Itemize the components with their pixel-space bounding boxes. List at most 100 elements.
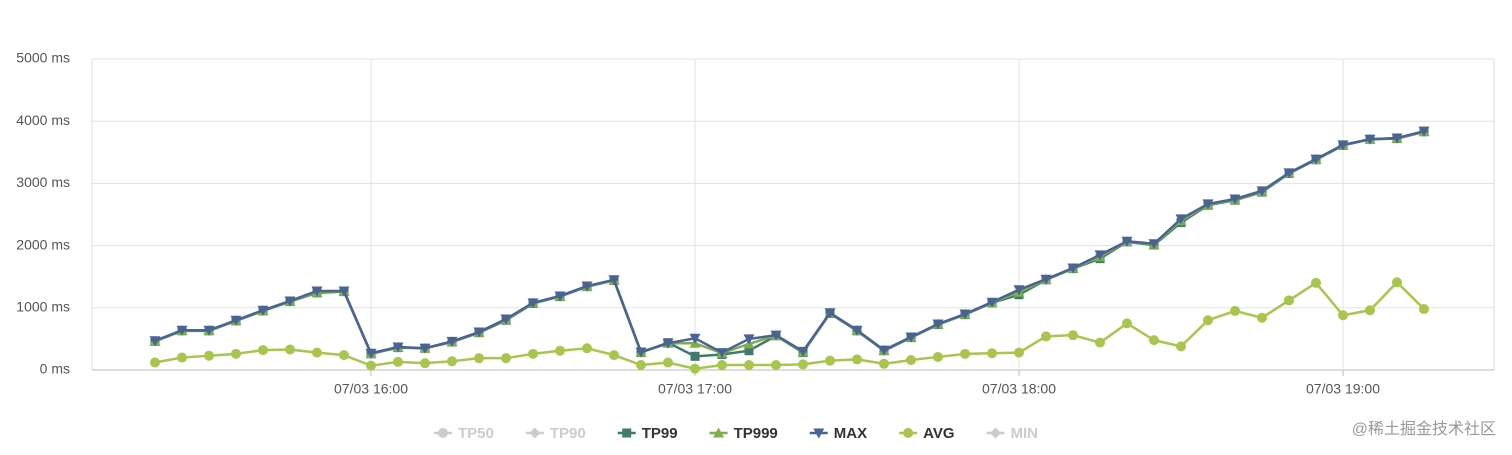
data-point xyxy=(501,353,511,364)
data-point xyxy=(825,355,835,366)
data-point xyxy=(770,330,782,341)
data-point xyxy=(1094,250,1106,261)
data-point xyxy=(284,296,296,307)
data-point xyxy=(905,332,917,343)
data-point xyxy=(149,336,161,347)
legend-marker xyxy=(713,427,725,438)
legend-item: TP999 xyxy=(709,425,778,442)
data-point xyxy=(554,291,566,302)
data-point xyxy=(1365,305,1375,316)
data-point xyxy=(1148,239,1160,250)
series-line xyxy=(154,129,1425,355)
data-point xyxy=(339,350,349,361)
data-point xyxy=(366,360,376,371)
data-point xyxy=(230,315,242,326)
data-point xyxy=(204,350,214,361)
data-point xyxy=(1202,199,1214,210)
data-point xyxy=(392,342,404,353)
data-point xyxy=(150,357,160,368)
legend-item: MIN xyxy=(986,425,1038,442)
data-point xyxy=(1311,277,1321,288)
data-point xyxy=(798,359,808,370)
y-tick-label: 0 ms xyxy=(40,361,70,377)
data-point xyxy=(365,348,377,359)
data-point xyxy=(851,325,863,336)
data-point xyxy=(662,338,674,349)
legend-label: TP50 xyxy=(458,425,494,442)
data-point xyxy=(608,275,620,286)
data-point xyxy=(690,351,700,361)
data-point xyxy=(1310,154,1322,165)
legend: TP50 TP90 TP99 TP999 MAX AVG MIN xyxy=(433,425,1038,442)
legend-item: TP90 xyxy=(525,425,586,442)
data-point xyxy=(446,336,458,347)
data-point xyxy=(960,348,970,359)
data-point xyxy=(1419,304,1429,315)
data-point xyxy=(528,348,538,359)
data-point xyxy=(176,325,188,336)
data-point xyxy=(447,356,457,367)
x-tick-label: 07/03 16:00 xyxy=(334,381,408,397)
y-tick-label: 3000 ms xyxy=(16,174,70,190)
data-point xyxy=(581,281,593,292)
data-point xyxy=(1149,335,1159,346)
legend-item: MAX xyxy=(809,425,867,442)
data-point xyxy=(1284,295,1294,306)
data-point xyxy=(906,355,916,366)
data-point xyxy=(1283,168,1295,179)
x-tick-label: 07/03 17:00 xyxy=(658,381,732,397)
x-tick-label: 07/03 19:00 xyxy=(1306,381,1380,397)
data-point xyxy=(743,334,755,345)
data-point xyxy=(1257,312,1267,323)
data-point xyxy=(663,357,673,368)
data-point xyxy=(527,298,539,309)
legend-marker xyxy=(622,428,632,438)
data-point xyxy=(338,286,350,297)
legend-label: TP99 xyxy=(642,425,678,442)
legend-item: AVG xyxy=(899,425,955,442)
y-tick-label: 4000 ms xyxy=(16,112,70,128)
legend-item: TP50 xyxy=(433,425,494,442)
data-point xyxy=(203,325,215,336)
data-point xyxy=(609,350,619,361)
data-point xyxy=(987,348,997,359)
data-point xyxy=(771,360,781,371)
data-point xyxy=(744,346,754,356)
data-point xyxy=(231,348,241,359)
data-point xyxy=(1229,194,1241,205)
watermark: @稀土掘金技术社区 xyxy=(1352,420,1496,438)
legend-marker xyxy=(903,428,914,438)
legend-label: AVG xyxy=(923,425,954,442)
data-point xyxy=(419,343,431,354)
data-point xyxy=(1121,236,1133,247)
y-tick-label: 2000 ms xyxy=(16,236,70,252)
data-point xyxy=(1122,318,1132,329)
data-point xyxy=(1364,134,1376,145)
data-point xyxy=(555,345,565,356)
data-point xyxy=(959,309,971,320)
data-point xyxy=(878,345,890,356)
data-point xyxy=(1095,337,1105,348)
data-point xyxy=(986,297,998,308)
legend-label: MAX xyxy=(834,425,867,442)
data-point xyxy=(1338,310,1348,321)
legend-marker xyxy=(529,427,541,439)
legend-label: TP999 xyxy=(734,425,778,442)
legend-marker xyxy=(437,428,448,438)
data-point xyxy=(582,343,592,354)
data-point xyxy=(1203,315,1213,326)
data-point xyxy=(690,363,700,374)
legend-marker xyxy=(990,427,1002,439)
data-point xyxy=(1175,214,1187,225)
data-point xyxy=(177,352,187,363)
data-point xyxy=(1337,140,1349,151)
data-point xyxy=(420,358,430,369)
data-point xyxy=(500,314,512,325)
data-point xyxy=(1040,274,1052,285)
data-point xyxy=(933,351,943,362)
data-point xyxy=(1256,186,1268,197)
data-point xyxy=(879,358,889,369)
data-point xyxy=(636,360,646,371)
data-point xyxy=(635,347,647,358)
